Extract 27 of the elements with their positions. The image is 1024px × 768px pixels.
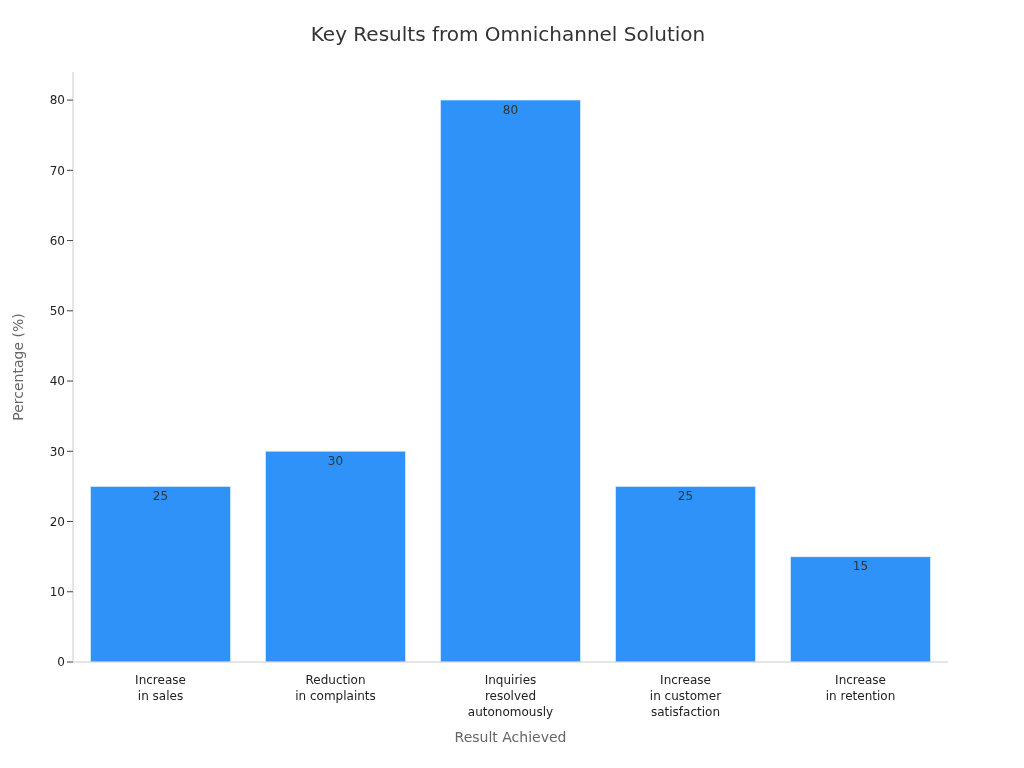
y-tick-label: 60 — [49, 233, 65, 248]
x-tick-label: Increase in retention — [825, 673, 896, 703]
x-tick-label: Reduction in complaints — [295, 673, 376, 703]
data-label: 25 — [677, 488, 694, 503]
x-tick-label: Increase in sales — [135, 673, 186, 703]
bar — [790, 556, 931, 662]
data-label: 80 — [502, 102, 519, 117]
y-tick-label: 10 — [49, 585, 65, 600]
y-tick-label: 80 — [49, 93, 65, 108]
y-tick-label: 50 — [49, 304, 65, 319]
y-tick-label: 0 — [57, 655, 65, 670]
data-label: 30 — [327, 453, 344, 468]
chart-title: Key Results from Omnichannel Solution — [309, 21, 707, 48]
x-tick-label: Inquiries resolved autonomously — [467, 673, 554, 719]
y-tick-label: 20 — [49, 514, 65, 529]
y-tick-label: 70 — [49, 163, 65, 178]
bar — [440, 99, 581, 662]
x-axis-title: Result Achieved — [454, 729, 567, 745]
y-tick-label: 40 — [49, 374, 65, 389]
bar — [90, 486, 231, 662]
x-tick-label: Increase in customer satisfaction — [649, 673, 722, 719]
data-label: 25 — [152, 488, 169, 503]
bar — [615, 486, 756, 662]
data-label: 15 — [852, 559, 869, 574]
y-axis-title: Percentage (%) — [9, 313, 26, 421]
bar — [265, 451, 406, 662]
y-tick-label: 30 — [49, 444, 65, 459]
